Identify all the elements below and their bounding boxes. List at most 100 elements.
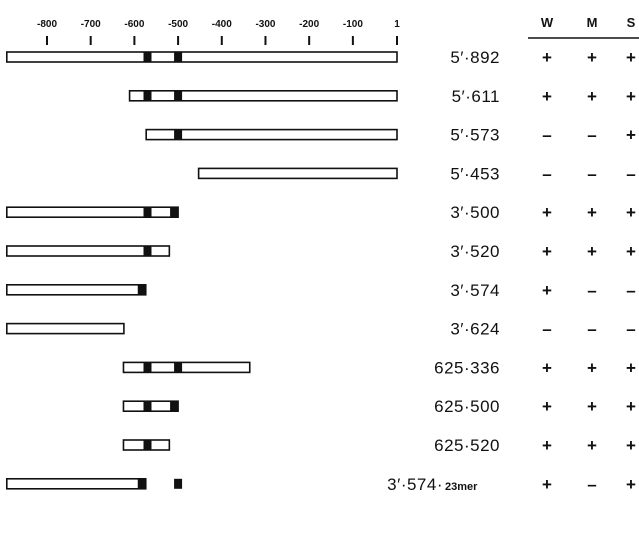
construct-row: 5′·892 + + +	[6, 48, 636, 67]
position-axis: -800 -700 -600 -500 -400 -300 -200 -100 1	[37, 19, 400, 45]
construct-rows: 5′·892 + + +5′·611 + + +5′·573– – +5′·453– – –3′·5…	[6, 48, 636, 494]
element-marker	[137, 478, 146, 489]
fragment-bar	[6, 245, 171, 257]
element-marker	[170, 401, 179, 412]
element-marker	[143, 90, 152, 101]
result-w: +	[542, 475, 552, 494]
element-marker	[143, 246, 152, 256]
fragment-bar	[6, 322, 125, 335]
result-s: +	[626, 126, 636, 145]
construct-row: 3′·574· 23mer + – +	[6, 475, 636, 494]
fragment-bar	[145, 128, 398, 141]
construct-row: 5′·573 – – +	[145, 126, 636, 145]
construct-label: 625·500	[434, 397, 500, 416]
element-marker	[143, 362, 152, 373]
element-marker	[137, 284, 146, 295]
result-w: +	[542, 436, 552, 455]
construct-label: 3′·574·	[387, 475, 443, 494]
element-marker	[174, 129, 183, 140]
result-w: –	[542, 164, 551, 183]
construct-label: 5′·611	[452, 87, 500, 106]
result-s: +	[626, 397, 636, 416]
axis-tick-label: -800	[37, 19, 57, 30]
axis-tick-label: -700	[81, 19, 101, 30]
construct-label: 5′·892	[450, 48, 500, 67]
fragment-bar	[128, 90, 398, 102]
result-m: +	[587, 242, 597, 261]
element-marker	[174, 362, 183, 373]
construct-row: 5′·453 – – –	[197, 164, 636, 183]
construct-label: 625·336	[434, 358, 500, 377]
element-marker	[174, 90, 183, 101]
result-s: +	[626, 436, 636, 455]
result-w: +	[542, 358, 552, 377]
result-w: –	[542, 320, 551, 339]
result-w: +	[542, 87, 552, 106]
axis-tick-label: -100	[343, 19, 363, 30]
result-m: –	[587, 281, 596, 300]
construct-label: 5′·453	[450, 164, 500, 183]
result-m: +	[587, 436, 597, 455]
result-s: –	[626, 164, 635, 183]
axis-tick-label: -400	[212, 19, 232, 30]
construct-row: 625·520 + + +	[122, 436, 636, 455]
fragment-bar	[122, 361, 251, 374]
construct-label: 3′·624	[450, 320, 500, 339]
result-m: –	[587, 475, 596, 494]
result-w: +	[542, 281, 552, 300]
result-s: +	[626, 203, 636, 222]
element-marker	[143, 207, 152, 218]
construct-label: 3′·520	[450, 242, 500, 261]
construct-row: 3′·624 – – –	[6, 320, 636, 339]
axis-tick-label: -300	[255, 19, 275, 30]
fragment-bar	[6, 283, 147, 296]
construct-row: 5′·611 + + +	[128, 87, 636, 106]
result-m: +	[587, 397, 597, 416]
fragment-bar	[6, 206, 179, 218]
result-w: +	[542, 203, 552, 222]
result-m: +	[587, 203, 597, 222]
result-w: +	[542, 242, 552, 261]
fragment-bar	[6, 51, 398, 63]
column-header-m: M	[587, 15, 598, 30]
result-m: +	[587, 87, 597, 106]
construct-row: 625·500 + + +	[122, 397, 636, 416]
element-marker	[170, 207, 179, 218]
element-marker	[143, 440, 152, 450]
element-marker	[143, 401, 152, 412]
result-s: +	[626, 48, 636, 67]
result-s: +	[626, 358, 636, 377]
element-marker	[143, 52, 152, 62]
result-m: –	[587, 320, 596, 339]
oligo-marker	[174, 478, 183, 489]
construct-row: 3′·520 + + +	[6, 242, 636, 261]
result-m: –	[587, 126, 596, 145]
result-w: –	[542, 126, 551, 145]
result-s: –	[626, 320, 635, 339]
fragment-bar	[197, 167, 398, 180]
result-s: +	[626, 475, 636, 494]
column-header-s: S	[627, 15, 636, 30]
result-m: +	[587, 358, 597, 377]
axis-tick-label: 1	[394, 19, 400, 30]
construct-row: 3′·574 + – –	[6, 281, 636, 300]
construct-label-suffix: 23mer	[445, 481, 478, 493]
result-s: +	[626, 87, 636, 106]
fragment-bar	[6, 477, 147, 490]
result-m: –	[587, 164, 596, 183]
result-m: +	[587, 48, 597, 67]
result-w: +	[542, 397, 552, 416]
construct-row: 3′·500 + + +	[6, 203, 636, 222]
construct-label: 3′·500	[450, 203, 500, 222]
result-s: +	[626, 242, 636, 261]
axis-tick-label: -600	[124, 19, 144, 30]
construct-label: 5′·573	[450, 126, 500, 145]
axis-tick-label: -200	[299, 19, 319, 30]
element-marker	[174, 52, 183, 62]
axis-tick-label: -500	[168, 19, 188, 30]
construct-row: 625·336 + + +	[122, 358, 636, 377]
construct-label: 3′·574	[450, 281, 500, 300]
result-w: +	[542, 48, 552, 67]
